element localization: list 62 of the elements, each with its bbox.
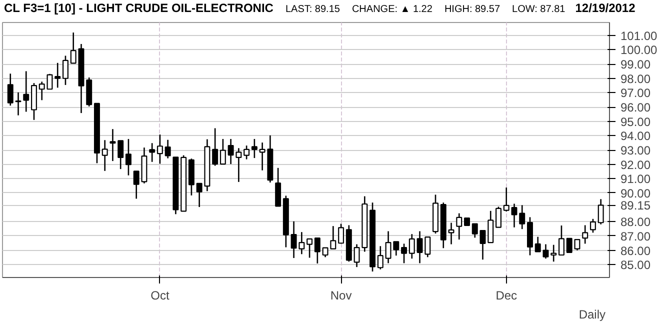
- y-tick-label: 86.00: [620, 244, 651, 258]
- candlestick: [62, 55, 68, 86]
- candlestick: [156, 134, 163, 164]
- y-tick-label: 94.00: [620, 129, 651, 144]
- x-tick-label: Oct: [150, 288, 170, 302]
- candlestick: [401, 243, 408, 264]
- candlestick: [15, 92, 22, 116]
- text: CHANGE: ▲ 1.22: [352, 4, 432, 15]
- y-tick-label: 101.00: [620, 28, 658, 43]
- candlestick: [212, 128, 218, 166]
- y-tick-label: 96.00: [620, 100, 651, 115]
- text: 12/19/2012: [575, 1, 636, 15]
- text: LAST: 89.15: [285, 4, 340, 15]
- x-tick-label: Nov: [330, 288, 352, 302]
- candlestick: [7, 72, 14, 106]
- y-tick-label: 92.00: [620, 158, 651, 172]
- y-tick-label: 98.00: [620, 72, 651, 86]
- text: LOW: 87.81: [512, 4, 566, 15]
- candlestick: [244, 144, 250, 160]
- candlestick: [110, 128, 116, 162]
- candlestick: [251, 138, 258, 159]
- candlestick: [102, 139, 108, 172]
- y-tick-label: 93.00: [620, 144, 651, 158]
- candlestick: [164, 139, 171, 159]
- candlestick: [582, 224, 588, 244]
- candlestick: [275, 167, 282, 207]
- candlestick: [598, 198, 604, 225]
- candlestick: [558, 224, 564, 256]
- candlestick: [220, 138, 226, 165]
- candlestick: [23, 70, 30, 112]
- candlestick: [456, 212, 462, 240]
- y-tick-label: 99.00: [620, 58, 651, 72]
- candlestick: [306, 238, 313, 258]
- candlestick: [480, 230, 486, 260]
- y-tick-label: 87.00: [620, 229, 651, 244]
- y-tick-label: 88.00: [620, 215, 651, 230]
- candlestick: [149, 142, 156, 163]
- y-tick-label: 91.00: [620, 172, 651, 186]
- candlestick: [125, 138, 132, 176]
- y-tick-label: 97.00: [620, 86, 651, 100]
- candlestick: [519, 204, 526, 230]
- candlestick: [408, 233, 415, 260]
- candlestick: [472, 223, 478, 238]
- candlestick: [118, 140, 124, 170]
- y-tick-label: 95.00: [620, 114, 651, 129]
- candlestick: [590, 218, 596, 234]
- y-tick-label: 85.00: [620, 258, 651, 272]
- candlestick: [54, 62, 61, 88]
- candlestick: [338, 223, 344, 244]
- y-tick-label: 89.15: [620, 198, 651, 213]
- candlestick: [354, 244, 360, 268]
- text: Daily: [578, 308, 606, 322]
- text: HIGH: 89.57: [444, 4, 500, 15]
- candlestick: [314, 237, 320, 264]
- candlestick: [496, 206, 502, 228]
- y-tick-label: 100.00: [620, 43, 658, 58]
- candlestick: [377, 245, 384, 270]
- x-tick-label: Dec: [496, 288, 518, 302]
- candlestick: [550, 244, 557, 262]
- y-tick-label: 90.00: [620, 186, 651, 200]
- candlestick: [488, 210, 494, 244]
- chart-title: CL F3=1 [10] - LIGHT CRUDE OIL-ELECTRONIC: [4, 1, 274, 15]
